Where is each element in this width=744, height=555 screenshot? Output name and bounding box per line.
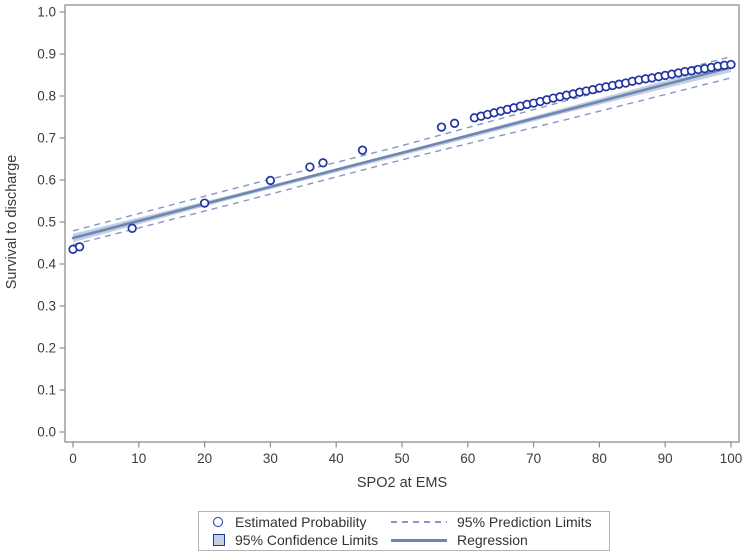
estimated-probability-point — [318, 158, 328, 168]
x-tick-label: 20 — [197, 451, 212, 466]
prediction-limit-upper — [72, 55, 732, 232]
solid-line-icon — [391, 538, 447, 542]
legend-label: 95% Prediction Limits — [457, 513, 592, 530]
y-tick-label: 0.3 — [37, 299, 56, 314]
open-circle-marker-icon — [213, 517, 227, 527]
estimated-probability-point — [726, 59, 736, 70]
estimated-probability-point — [449, 118, 460, 128]
x-tick-label: 90 — [658, 451, 673, 466]
x-axis-title: SPO2 at EMS — [357, 475, 447, 491]
legend-item-prediction-limits: 95% Prediction Limits — [391, 514, 609, 531]
filled-square-marker-icon — [213, 534, 227, 546]
estimated-probability-point — [265, 175, 276, 186]
estimated-probability-point — [199, 198, 210, 208]
x-tick-label: 50 — [394, 451, 409, 466]
y-tick-label: 0.2 — [37, 341, 56, 356]
dashed-line-icon — [391, 521, 447, 523]
estimated-probability-point — [436, 122, 447, 132]
x-tick-label: 80 — [592, 451, 607, 466]
estimated-probability-point — [74, 242, 85, 252]
prediction-limit-lower — [72, 77, 732, 246]
legend-item-estimated-probability: Estimated Probability — [213, 514, 391, 531]
x-tick-label: 10 — [131, 451, 146, 466]
y-tick-label: 0.7 — [37, 131, 56, 146]
y-tick-label: 0.5 — [37, 215, 56, 230]
regression-line — [71, 66, 733, 240]
y-tick-label: 0.4 — [37, 257, 56, 272]
x-tick-label: 40 — [329, 451, 344, 466]
x-tick-label: 60 — [460, 451, 475, 466]
chart-legend: Estimated Probability 95% Prediction Lim… — [198, 511, 610, 551]
x-tick-label: 100 — [720, 451, 743, 466]
x-tick-label: 70 — [526, 451, 541, 466]
legend-label: 95% Confidence Limits — [235, 531, 379, 548]
y-tick-label: 0.1 — [37, 383, 56, 398]
legend-item-confidence-limits: 95% Confidence Limits — [213, 532, 391, 549]
x-tick-label: 0 — [69, 451, 77, 466]
y-tick-label: 1.0 — [37, 5, 56, 20]
y-tick-label: 0.0 — [37, 425, 56, 440]
survival-probability-plot: 0.0 0.1 0.2 0.3 0.4 0.5 0.6 0.7 0.8 0.9 1.0 0 10 20 30… — [4, 4, 743, 491]
estimated-probability-point — [305, 162, 315, 172]
y-tick-label: 0.8 — [37, 89, 56, 104]
y-tick-label: 0.9 — [37, 47, 56, 62]
x-tick-label: 30 — [263, 451, 278, 466]
y-axis-title: Survival to discharge — [4, 155, 20, 290]
y-tick-label: 0.6 — [37, 173, 56, 188]
legend-label: Regression — [457, 531, 528, 548]
legend-item-regression: Regression — [391, 532, 609, 549]
plot-frame — [64, 4, 740, 443]
estimated-probability-point — [357, 145, 368, 155]
estimated-probability-point — [127, 223, 137, 233]
legend-label: Estimated Probability — [235, 513, 367, 530]
